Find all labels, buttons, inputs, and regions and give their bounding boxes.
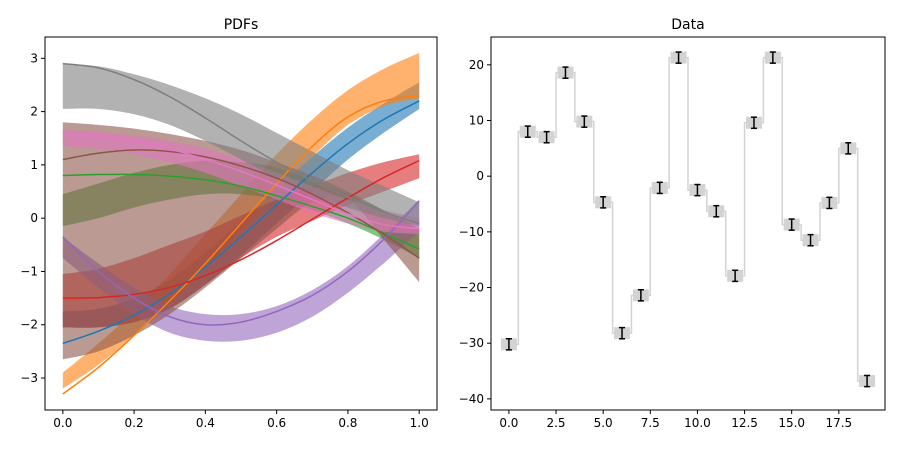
data-error-bar <box>656 181 663 195</box>
data-y-tick-label: −10 <box>459 225 484 239</box>
pdfs-y-tick-label: −2 <box>20 318 38 332</box>
data-x-tick-label: 17.5 <box>825 416 852 430</box>
data-error-bar <box>637 288 644 302</box>
pdf-line-1 <box>62 100 420 345</box>
pdfs-y-tick-label: 1 <box>30 158 38 172</box>
pdfs-y-tick-label: 0 <box>30 211 38 225</box>
pdfs-x-axis: 0.0 0.2 0.4 0.6 0.8 1.0 <box>53 410 429 430</box>
data-error-bar <box>788 218 795 231</box>
data-error-bar <box>505 337 512 351</box>
data-y-tick-label: 0 <box>476 169 484 183</box>
data-error-bar <box>543 130 550 144</box>
data-y-tick-label: −30 <box>459 336 484 350</box>
pdfs-x-tick-label: 0.6 <box>267 416 286 430</box>
data-x-tick-label: 0.0 <box>499 416 518 430</box>
pdf-line-2 <box>62 94 420 395</box>
data-y-axis: −40 −30 −20 −10 0 10 20 <box>459 58 491 406</box>
pdfs-y-tick-label: −3 <box>20 371 38 385</box>
pdfs-x-tick-label: 1.0 <box>410 416 429 430</box>
data-error-bar <box>581 115 588 128</box>
pdfs-x-tick-label: 0.8 <box>338 416 357 430</box>
pdfs-y-tick-label: −1 <box>20 264 38 278</box>
data-panel: Data 0.0 2.5 5.0 7.5 10.0 12.5 15.0 17.5 −40 −30… <box>459 17 886 430</box>
data-x-tick-label: 12.5 <box>731 416 758 430</box>
pdf-line-8 <box>62 62 420 225</box>
pdfs-x-tick-label: 0.0 <box>53 416 72 430</box>
data-error-bar <box>562 66 569 79</box>
data-error-bar <box>694 183 701 197</box>
data-y-tick-label: −20 <box>459 281 484 295</box>
data-error-bar <box>524 125 531 138</box>
pdf-band-6 <box>62 122 420 360</box>
pdf-line-7 <box>62 132 420 230</box>
data-x-tick-label: 15.0 <box>778 416 805 430</box>
data-x-axis: 0.0 2.5 5.0 7.5 10.0 12.5 15.0 17.5 <box>499 410 852 430</box>
pdf-band-8 <box>62 63 420 227</box>
pdf-line-6 <box>62 149 420 259</box>
data-error-bar <box>750 116 757 130</box>
pdfs-panel: PDFs 0.0 0.2 0.4 0.6 0.8 1.0 −3 −2 −1 0 1 2 3 <box>20 17 438 430</box>
data-error-bar <box>619 326 626 340</box>
pdfs-y-tick-label: 3 <box>30 51 38 65</box>
data-x-tick-label: 2.5 <box>546 416 565 430</box>
data-x-tick-label: 10.0 <box>684 416 711 430</box>
data-y-tick-label: 10 <box>469 114 484 128</box>
data-y-tick-label: 20 <box>469 58 484 72</box>
data-error-bar <box>807 233 814 247</box>
data-error-bar <box>600 196 607 209</box>
data-error-bar <box>675 51 682 64</box>
pdfs-title: PDFs <box>224 17 259 33</box>
data-x-tick-label: 5.0 <box>594 416 613 430</box>
data-axes-frame <box>490 36 886 411</box>
pdf-line-4 <box>62 159 420 299</box>
data-x-tick-label: 7.5 <box>641 416 660 430</box>
data-error-bar <box>826 196 833 210</box>
pdf-line-5 <box>62 200 420 326</box>
data-error-bar <box>845 142 852 155</box>
data-plot-area <box>500 51 876 388</box>
pdfs-plot-area <box>62 52 420 395</box>
pdfs-y-axis: −3 −2 −1 0 1 2 3 <box>20 51 45 385</box>
data-error-bar <box>864 374 871 388</box>
data-error-bar <box>713 204 720 218</box>
pdfs-axes-frame <box>44 36 438 411</box>
pdfs-x-tick-label: 0.2 <box>125 416 144 430</box>
data-error-bar <box>732 269 739 283</box>
pdf-band-1 <box>62 82 420 328</box>
pdfs-x-tick-label: 0.4 <box>196 416 215 430</box>
pdf-line-3 <box>62 173 420 250</box>
pdfs-y-tick-label: 2 <box>30 105 38 119</box>
data-y-tick-label: −40 <box>459 392 484 406</box>
data-error-bar <box>769 51 776 64</box>
data-title: Data <box>671 17 704 33</box>
